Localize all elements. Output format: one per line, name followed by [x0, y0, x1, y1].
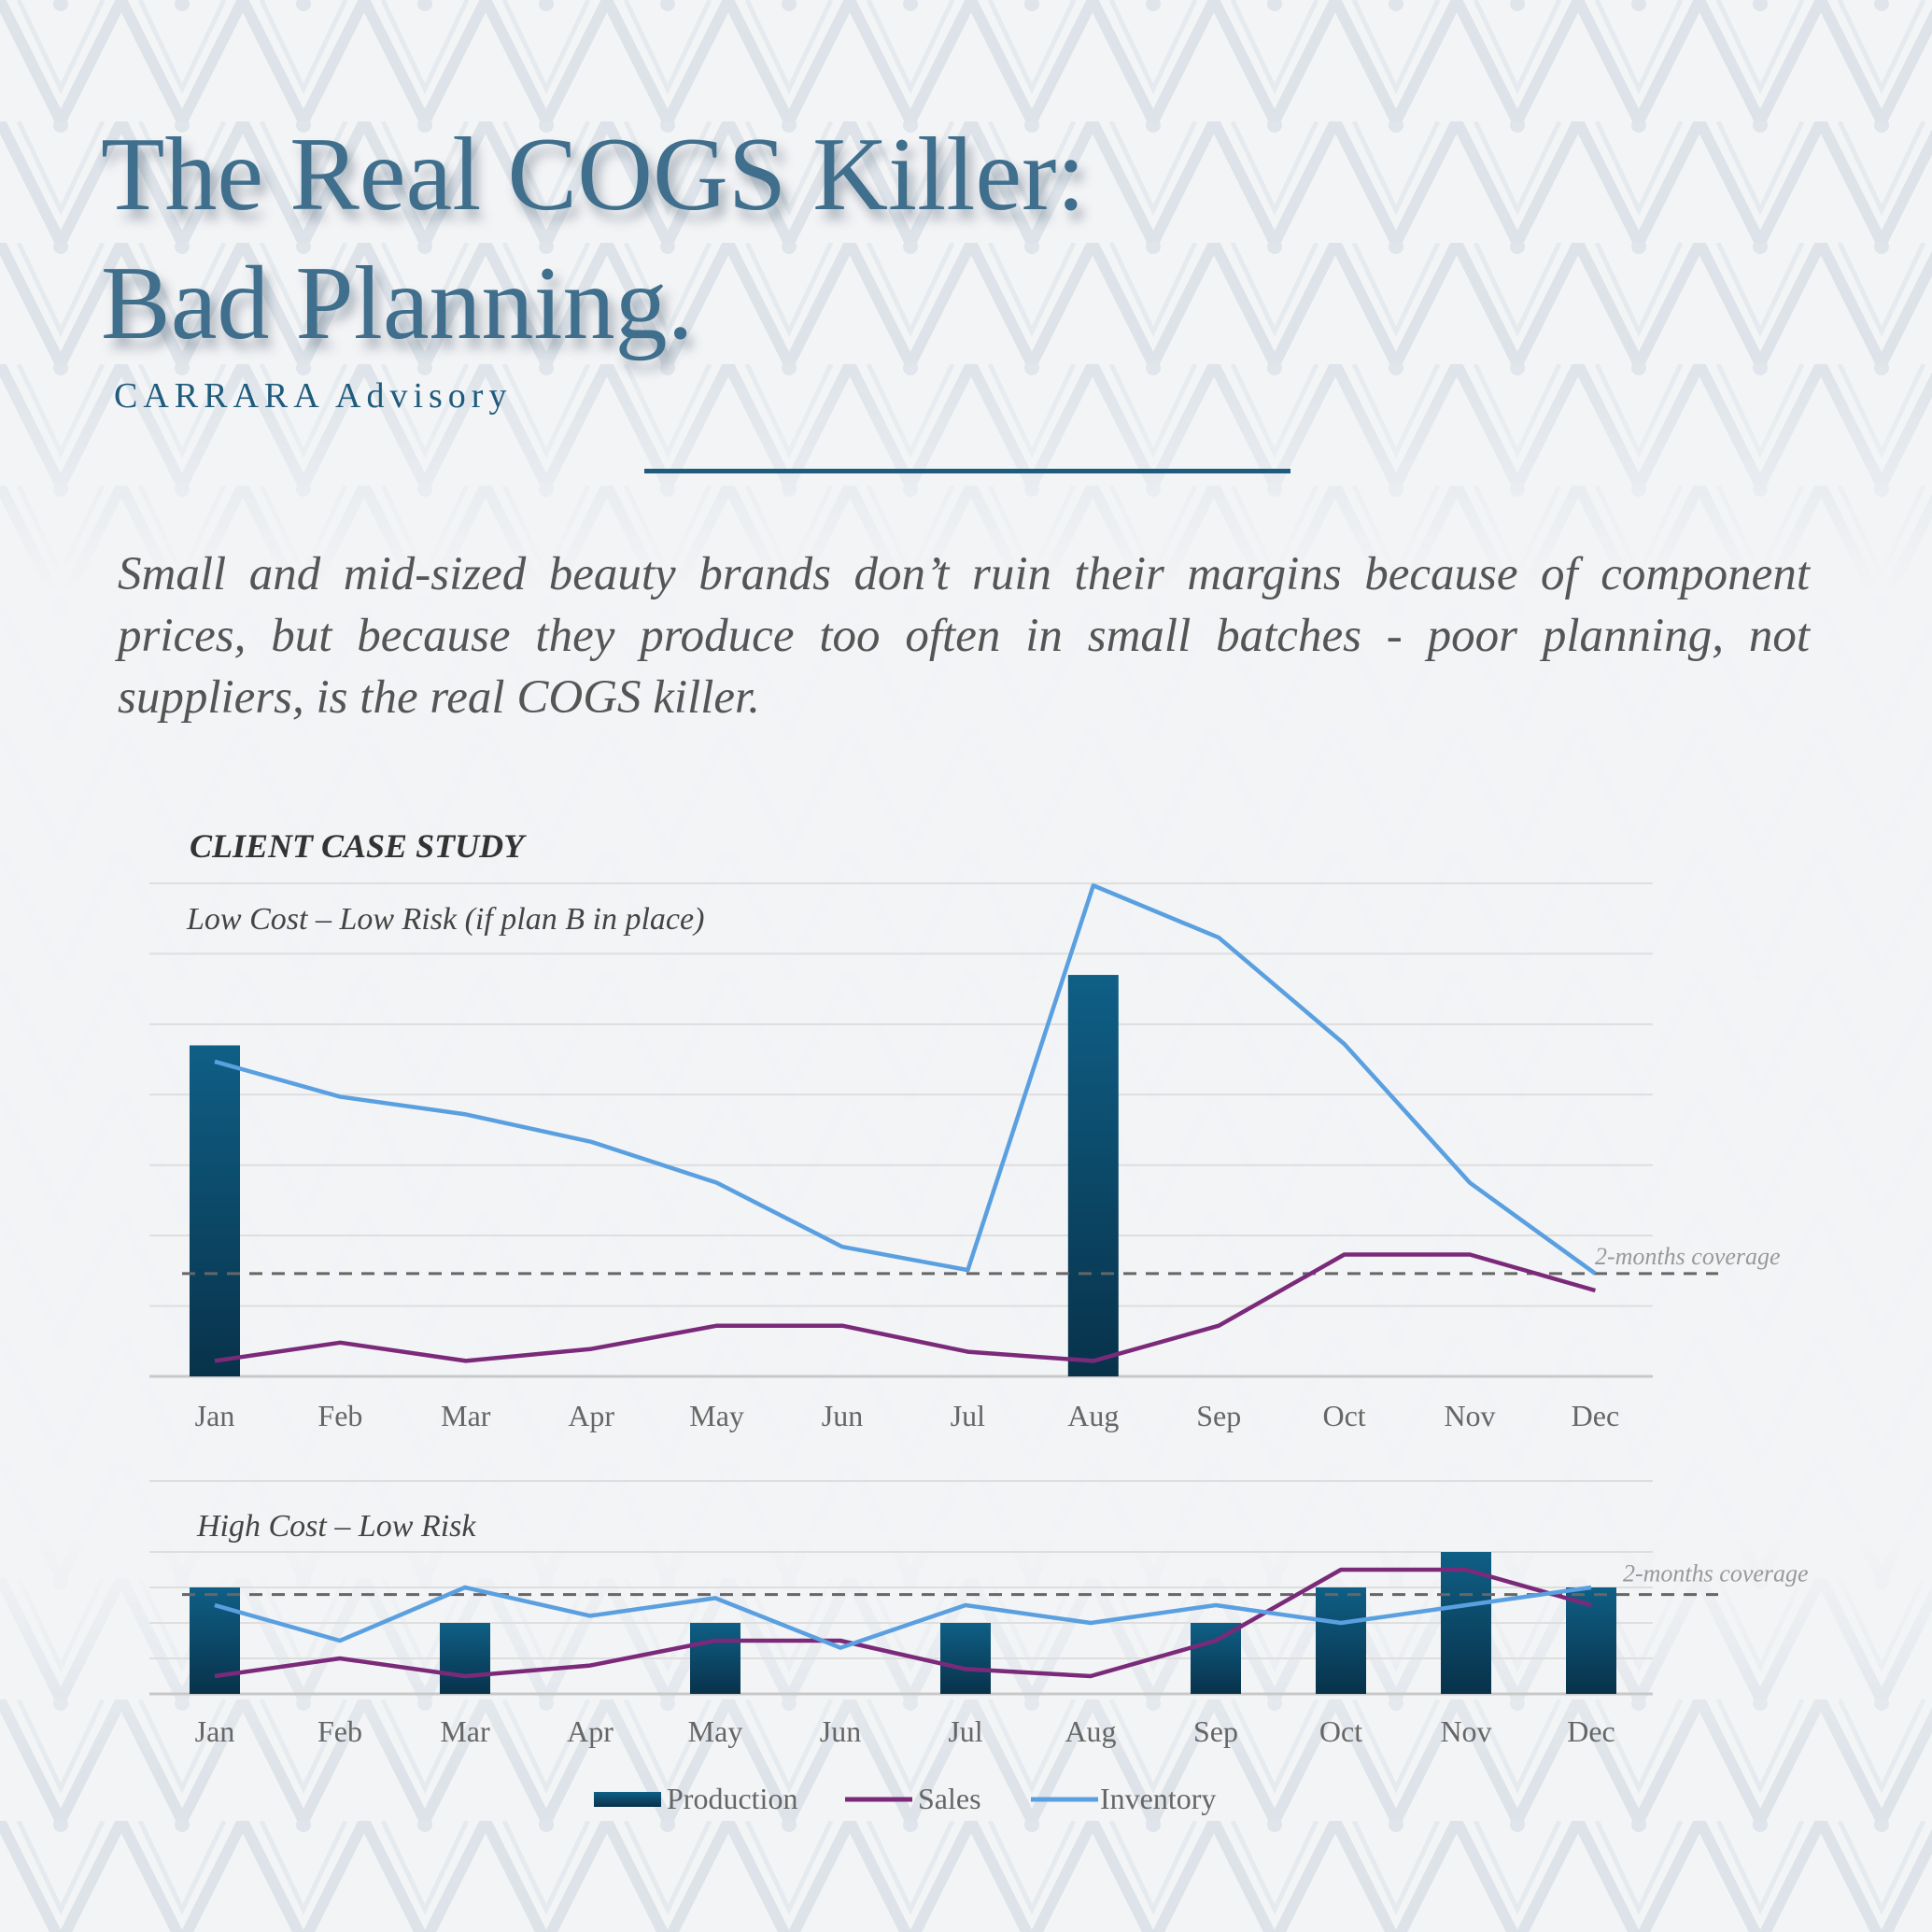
c1-tick-label-aug: Aug: [1067, 1399, 1119, 1432]
brand-name: CARRARA Advisory: [114, 376, 513, 416]
title-line-2: Bad Planning.: [101, 246, 694, 361]
c1-tick-label-nov: Nov: [1444, 1399, 1495, 1432]
chart-legend: Production Sales Inventory: [594, 1782, 1216, 1815]
c2-bar-production-jul: [940, 1623, 991, 1694]
c2-tick-label-jul: Jul: [948, 1714, 982, 1748]
c1-tick-label-jun: Jun: [822, 1399, 863, 1432]
c2-bar-production-oct: [1316, 1587, 1366, 1694]
c2-bar-production-jan: [190, 1587, 240, 1694]
c2-tick-label-mar: Mar: [440, 1714, 490, 1748]
c2-bar-production-sep: [1191, 1623, 1241, 1694]
c1-tick-label-may: May: [689, 1399, 744, 1432]
c2-tick-label-aug: Aug: [1065, 1714, 1116, 1748]
c1-tick-label-feb: Feb: [317, 1399, 362, 1432]
c1-bar-production-jan: [190, 1045, 240, 1376]
chart-low-cost: 2-months coverage Jan Feb Mar Apr May Jun Jul Au…: [149, 882, 1781, 1432]
title-line-1: The Real COGS Killer:: [101, 117, 1086, 233]
page-title: The Real COGS Killer: Bad Planning.: [101, 110, 1085, 368]
c2-bar-production-mar: [440, 1623, 490, 1694]
c1-line-inventory: [214, 883, 1597, 1276]
c2-tick-label-nov: Nov: [1440, 1714, 1491, 1748]
c2-tick-label-feb: Feb: [317, 1714, 362, 1748]
c2-tick-label-jan: Jan: [195, 1714, 235, 1748]
lead-paragraph: Small and mid-sized beauty brands don’t …: [118, 548, 1810, 724]
c1-tick-label-oct: Oct: [1322, 1399, 1365, 1432]
c1-tick-label-jan: Jan: [195, 1399, 235, 1432]
legend-inventory-label: Inventory: [1100, 1782, 1216, 1815]
c1-bar-production-aug: [1067, 975, 1119, 1376]
c2-tick-label-sep: Sep: [1193, 1714, 1238, 1748]
c2-coverage-label: 2-months coverage: [1623, 1560, 1809, 1587]
chart-high-cost: 2-months coverage Jan Feb Mar Apr May Jun Jul Au…: [149, 1480, 1809, 1748]
c1-coverage-label: 2-months coverage: [1595, 1243, 1781, 1270]
legend-production-label: Production: [667, 1782, 797, 1815]
c1-tick-label-jul: Jul: [951, 1399, 985, 1432]
c2-line-inventory: [214, 1585, 1592, 1650]
c2-tick-label-oct: Oct: [1319, 1714, 1362, 1748]
c1-tick-label-mar: Mar: [441, 1399, 491, 1432]
c2-tick-label-dec: Dec: [1567, 1714, 1615, 1748]
chart2-subtitle: High Cost – Low Risk: [197, 1509, 476, 1544]
c1-line-sales: [214, 1252, 1597, 1363]
c1-tick-label-apr: Apr: [568, 1399, 614, 1432]
c2-bar-production-may: [690, 1623, 740, 1694]
c1-tick-label-dec: Dec: [1572, 1399, 1620, 1432]
legend-sales-label: Sales: [918, 1782, 981, 1815]
c2-tick-label-may: May: [688, 1714, 743, 1748]
c2-tick-label-jun: Jun: [820, 1714, 861, 1748]
case-study-title: CLIENT CASE STUDY: [190, 827, 525, 865]
c1-tick-label-sep: Sep: [1196, 1399, 1241, 1432]
c2-line-sales: [214, 1567, 1592, 1679]
legend-production-swatch: [594, 1792, 661, 1807]
c2-tick-label-apr: Apr: [567, 1714, 613, 1748]
divider: [644, 469, 1290, 473]
chart1-subtitle: Low Cost – Low Risk (if plan B in place): [187, 902, 705, 937]
